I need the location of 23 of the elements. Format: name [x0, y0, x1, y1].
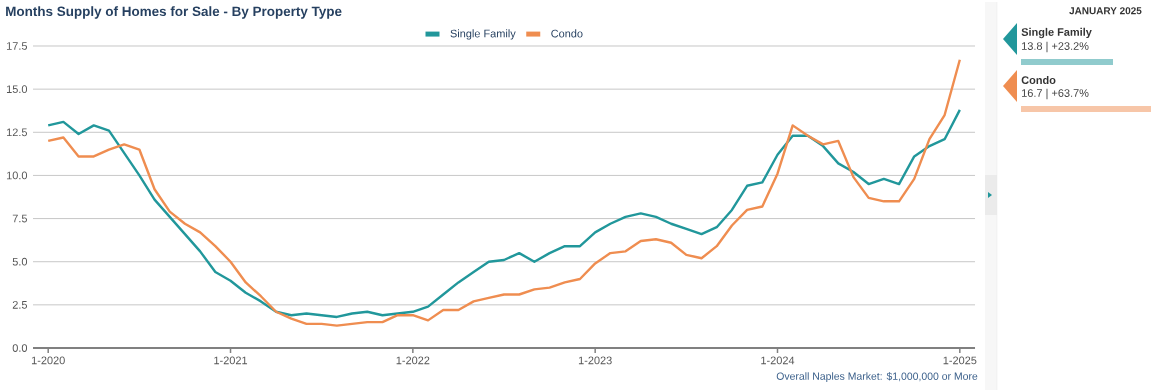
x-tick-label: 1-2022: [396, 356, 430, 365]
legend-label: Single Family: [450, 29, 516, 40]
y-tick-label: 5.0: [12, 257, 28, 266]
y-tick-label: 10.0: [6, 171, 28, 180]
y-tick-label: 12.5: [6, 128, 28, 137]
y-tick-label: 17.5: [6, 42, 28, 50]
text: 13.8 | +23.2%: [1022, 41, 1089, 53]
text: 16.7 | +63.7%: [1022, 88, 1089, 100]
text: Overall Naples Market: $1,000,000 or More: [776, 372, 978, 382]
text: JANUARY 2025: [1069, 7, 1142, 15]
y-tick-label: 0.0: [12, 344, 28, 352]
text: Single Family: [1021, 27, 1092, 39]
x-tick-label: 1-2020: [31, 356, 65, 365]
x-tick-label: 1-2023: [578, 356, 612, 365]
x-tick-label: 1-2024: [761, 356, 795, 365]
text: Condo: [1021, 75, 1056, 85]
x-tick-label: 1-2025: [943, 356, 977, 365]
y-tick-label: 15.0: [6, 85, 28, 94]
chart-title: Months Supply of Homes for Sale - By Property Type: [6, 6, 342, 19]
y-tick-label: 7.5: [12, 214, 28, 223]
y-tick-label: 2.5: [12, 300, 28, 309]
legend-label: Condo: [551, 29, 583, 38]
x-tick-label: 1-2021: [214, 356, 248, 365]
